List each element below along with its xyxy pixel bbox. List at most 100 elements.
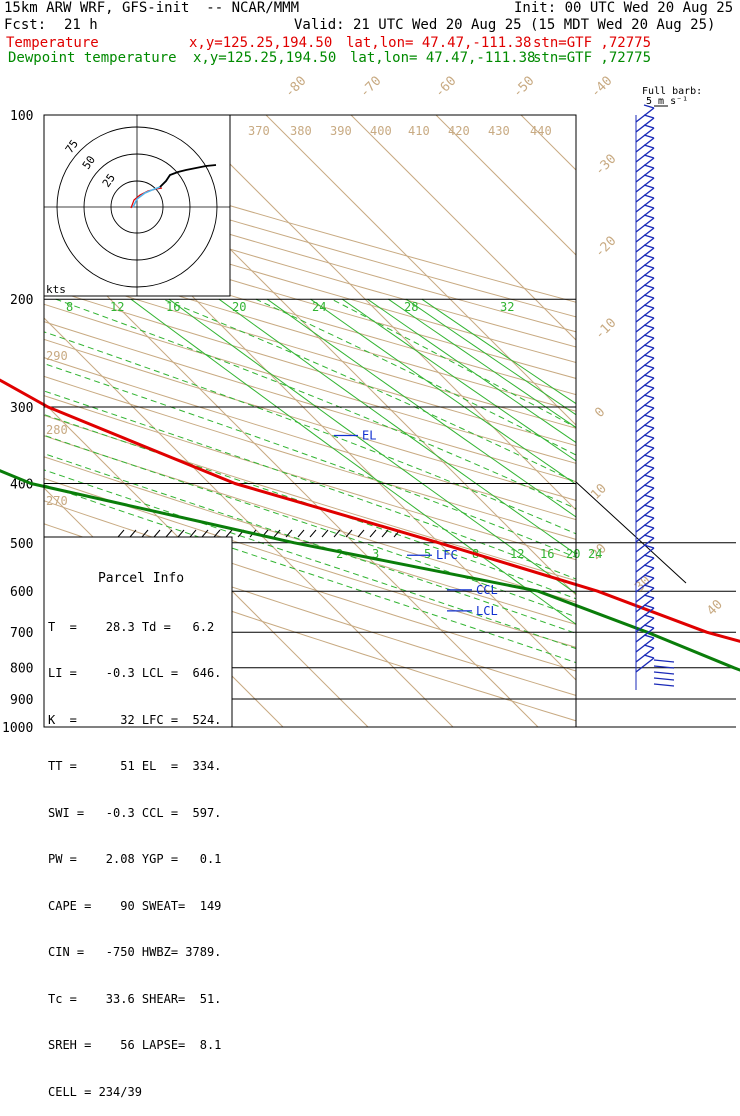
- theta-label: 390: [330, 124, 352, 138]
- wind-barb-flag: [644, 305, 654, 308]
- parcel-row: CELL = 234/39: [48, 1085, 234, 1101]
- mixing-ratio-line: [311, 299, 740, 727]
- theta-label: 430: [488, 124, 510, 138]
- wind-barb-flag: [644, 345, 654, 348]
- wind-barb: [654, 684, 674, 686]
- theta-label-left: 280: [46, 423, 68, 437]
- wind-barb-flag: [644, 135, 654, 138]
- wind-barb-flag: [644, 235, 654, 238]
- wind-barb-flag: [644, 325, 654, 328]
- isotherm-label: -60: [432, 74, 459, 101]
- wind-barb-flag: [644, 465, 654, 468]
- mixing-ratio-line: [169, 299, 740, 727]
- wind-barb-flag: [644, 275, 654, 278]
- marker-label: CCL: [476, 583, 498, 597]
- theta-label: 380: [290, 124, 312, 138]
- mixing-ratio-label: 5: [424, 547, 431, 561]
- wind-barb-flag: [644, 165, 654, 168]
- wind-barb-flag: [644, 605, 654, 608]
- parcel-row: TT = 51 EL = 334.: [48, 759, 234, 775]
- wind-barb-flag: [644, 175, 654, 178]
- boundary-tick: [322, 530, 328, 537]
- isotherm-line: [521, 115, 740, 727]
- wind-barb-flag: [644, 215, 654, 218]
- isotherm-label: -40: [588, 74, 615, 101]
- boundary-tick: [298, 530, 304, 537]
- wind-barb-flag: [644, 435, 654, 438]
- wind-barb-flag: [644, 625, 654, 628]
- wind-barb-flag: [644, 525, 654, 528]
- isotherm-line: [351, 115, 740, 727]
- wind-barb-flag: [644, 225, 654, 228]
- isotherm-label: -70: [357, 74, 384, 101]
- parcel-row: LI = -0.3 LCL = 646.: [48, 666, 234, 682]
- parcel-info-title: Parcel Info: [48, 571, 234, 587]
- wind-barb-flag: [644, 205, 654, 208]
- isotherm-label: -80: [282, 74, 309, 101]
- isotherm-label: -30: [592, 152, 619, 179]
- boundary-tick: [382, 530, 388, 537]
- mixing-ratio-label: 24: [312, 300, 326, 314]
- boundary-tick: [226, 530, 232, 537]
- wind-barb-flag: [644, 125, 654, 128]
- theta-label-left: 270: [46, 494, 68, 508]
- wind-barb-flag: [644, 295, 654, 298]
- wind-barb-flag: [644, 455, 654, 458]
- wind-barb-flag: [644, 365, 654, 368]
- wind-barb-flag: [644, 445, 654, 448]
- pressure-label: 700: [10, 626, 33, 641]
- isotherm-label: -50: [510, 74, 537, 101]
- isotherm-line: [436, 115, 740, 727]
- theta-label: 370: [248, 124, 270, 138]
- wind-barb-flag: [644, 355, 654, 358]
- boundary-tick: [166, 530, 172, 537]
- parcel-row: CIN = -750 HWBZ= 3789.: [48, 945, 234, 961]
- boundary-tick: [154, 530, 160, 537]
- wind-barb-flag: [644, 505, 654, 508]
- wind-barb-flag: [644, 285, 654, 288]
- wind-barb-flag: [644, 375, 654, 378]
- parcel-row: K = 32 LFC = 524.: [48, 713, 234, 729]
- moist-adiabat: [256, 299, 740, 727]
- wind-barb: [654, 678, 674, 680]
- wind-barb-flag: [644, 315, 654, 318]
- wind-barb-flag: [644, 645, 654, 648]
- wind-barb: [654, 672, 674, 674]
- mixing-ratio-label: 24: [588, 547, 602, 561]
- wind-barb-flag: [644, 115, 654, 118]
- isotherm-label: -10: [592, 316, 619, 343]
- mixing-ratio-label: 20: [232, 300, 246, 314]
- parcel-info: Parcel Info T = 28.3 Td = 6.2 LI = -0.3 …: [48, 540, 234, 1116]
- theta-label: 420: [448, 124, 470, 138]
- wind-barb-flag: [644, 145, 654, 148]
- mixing-ratio-label: 28: [404, 300, 418, 314]
- full-barb-unit: 5 m s⁻¹: [646, 96, 688, 107]
- pressure-label: 200: [10, 293, 33, 308]
- pressure-label: 100: [10, 109, 33, 124]
- mixing-ratio-label: 12: [510, 547, 524, 561]
- marker-label: EL: [362, 429, 376, 443]
- moist-adiabat: [163, 299, 740, 727]
- isotherm-label: 40: [704, 597, 726, 619]
- pressure-label: 500: [10, 537, 33, 552]
- wind-barb-flag: [644, 495, 654, 498]
- boundary-tick: [370, 530, 376, 537]
- mixing-ratio-line: [388, 299, 740, 727]
- wind-barb-flag: [644, 395, 654, 398]
- parcel-row: Tc = 33.6 SHEAR= 51.: [48, 992, 234, 1008]
- isotherm-label: 10: [588, 481, 610, 503]
- mixing-ratio-label: 20: [566, 547, 580, 561]
- wind-barb-flag: [644, 515, 654, 518]
- boundary-tick: [358, 530, 364, 537]
- marker-label: LFC: [436, 548, 458, 562]
- theta-label: 440: [530, 124, 552, 138]
- wind-barb-flag: [644, 385, 654, 388]
- parcel-row: CAPE = 90 SWEAT= 149: [48, 899, 234, 915]
- pressure-label: 900: [10, 693, 33, 708]
- wind-barb-flag: [644, 485, 654, 488]
- parcel-row: SWI = -0.3 CCL = 597.: [48, 806, 234, 822]
- wind-barb-flag: [644, 245, 654, 248]
- mixing-ratio-label: 8: [66, 300, 73, 314]
- theta-label: 410: [408, 124, 430, 138]
- wind-barb-flag: [644, 335, 654, 338]
